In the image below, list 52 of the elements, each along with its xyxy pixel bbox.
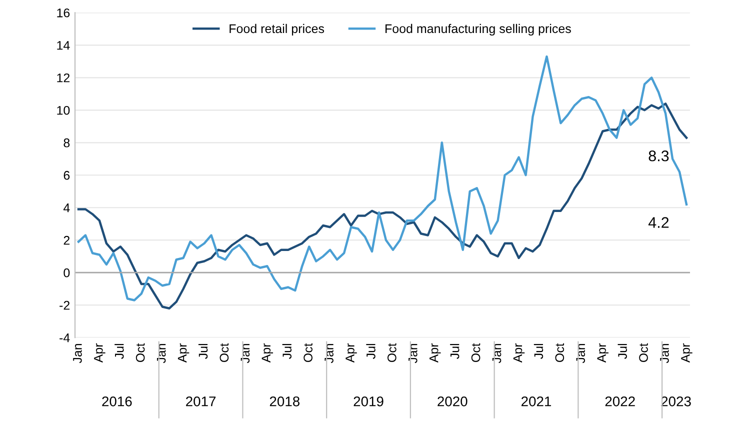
data-label: 8.3 <box>648 150 669 162</box>
y-tick-label: -2 <box>60 300 70 310</box>
y-tick-label: 2 <box>64 236 70 245</box>
x-tick-label: Jul <box>618 344 627 359</box>
x-tick-label: Apr <box>597 343 608 363</box>
y-tick-label: 12 <box>57 73 70 82</box>
text: 2022 <box>605 396 635 406</box>
text: 2021 <box>522 396 552 406</box>
x-tick-label: Oct <box>639 343 648 362</box>
text: 2016 <box>102 396 132 406</box>
y-tick-label: 8 <box>64 138 70 148</box>
x-tick-label: Jan <box>576 344 586 364</box>
text: 2017 <box>186 396 216 406</box>
text: 2019 <box>354 396 384 406</box>
x-tick-label: Oct <box>387 343 396 362</box>
x-tick-label: Jul <box>450 344 460 359</box>
y-tick-label: 0 <box>64 268 70 278</box>
x-tick-label: Apr <box>681 343 692 363</box>
text: 2023 <box>661 396 691 406</box>
y-tick-label: 6 <box>64 170 70 180</box>
legend-label: Food manufacturing selling prices <box>386 24 571 36</box>
y-tick-label: 14 <box>57 41 70 50</box>
x-tick-label: Jul <box>114 344 124 359</box>
x-tick-label: Apr <box>94 343 106 363</box>
x-tick-label: Oct <box>304 343 312 362</box>
x-tick-label: Apr <box>262 343 274 363</box>
x-tick-label: Oct <box>471 343 480 362</box>
y-tick-label: 4 <box>63 204 70 212</box>
data-label: 4.2 <box>648 217 669 228</box>
x-tick-label: Oct <box>136 343 145 362</box>
y-tick-label: 10 <box>57 106 70 115</box>
x-tick-label: Jul <box>198 344 208 359</box>
x-tick-label: Jan <box>156 344 166 364</box>
text: 2020 <box>438 396 468 406</box>
x-tick-label: Jul <box>366 344 376 359</box>
x-tick-label: Jul <box>534 344 544 359</box>
line-series <box>77 102 688 310</box>
x-tick-label: Jan <box>240 344 250 364</box>
text: 2018 <box>270 396 300 406</box>
x-tick-label: Apr <box>513 343 525 363</box>
x-tick-label: Apr <box>430 343 441 363</box>
y-tick-label: 16 <box>57 8 70 18</box>
x-tick-label: Jan <box>492 344 502 364</box>
x-tick-label: Apr <box>178 343 190 363</box>
x-tick-label: Apr <box>346 343 357 363</box>
line-series <box>77 55 688 302</box>
x-tick-label: Oct <box>220 343 229 362</box>
x-tick-label: Oct <box>555 343 564 362</box>
legend-label: Food retail prices <box>230 24 324 36</box>
x-tick-label: Jan <box>73 344 82 364</box>
y-tick-label: -4 <box>60 334 70 342</box>
x-tick-label: Jul <box>282 344 292 359</box>
